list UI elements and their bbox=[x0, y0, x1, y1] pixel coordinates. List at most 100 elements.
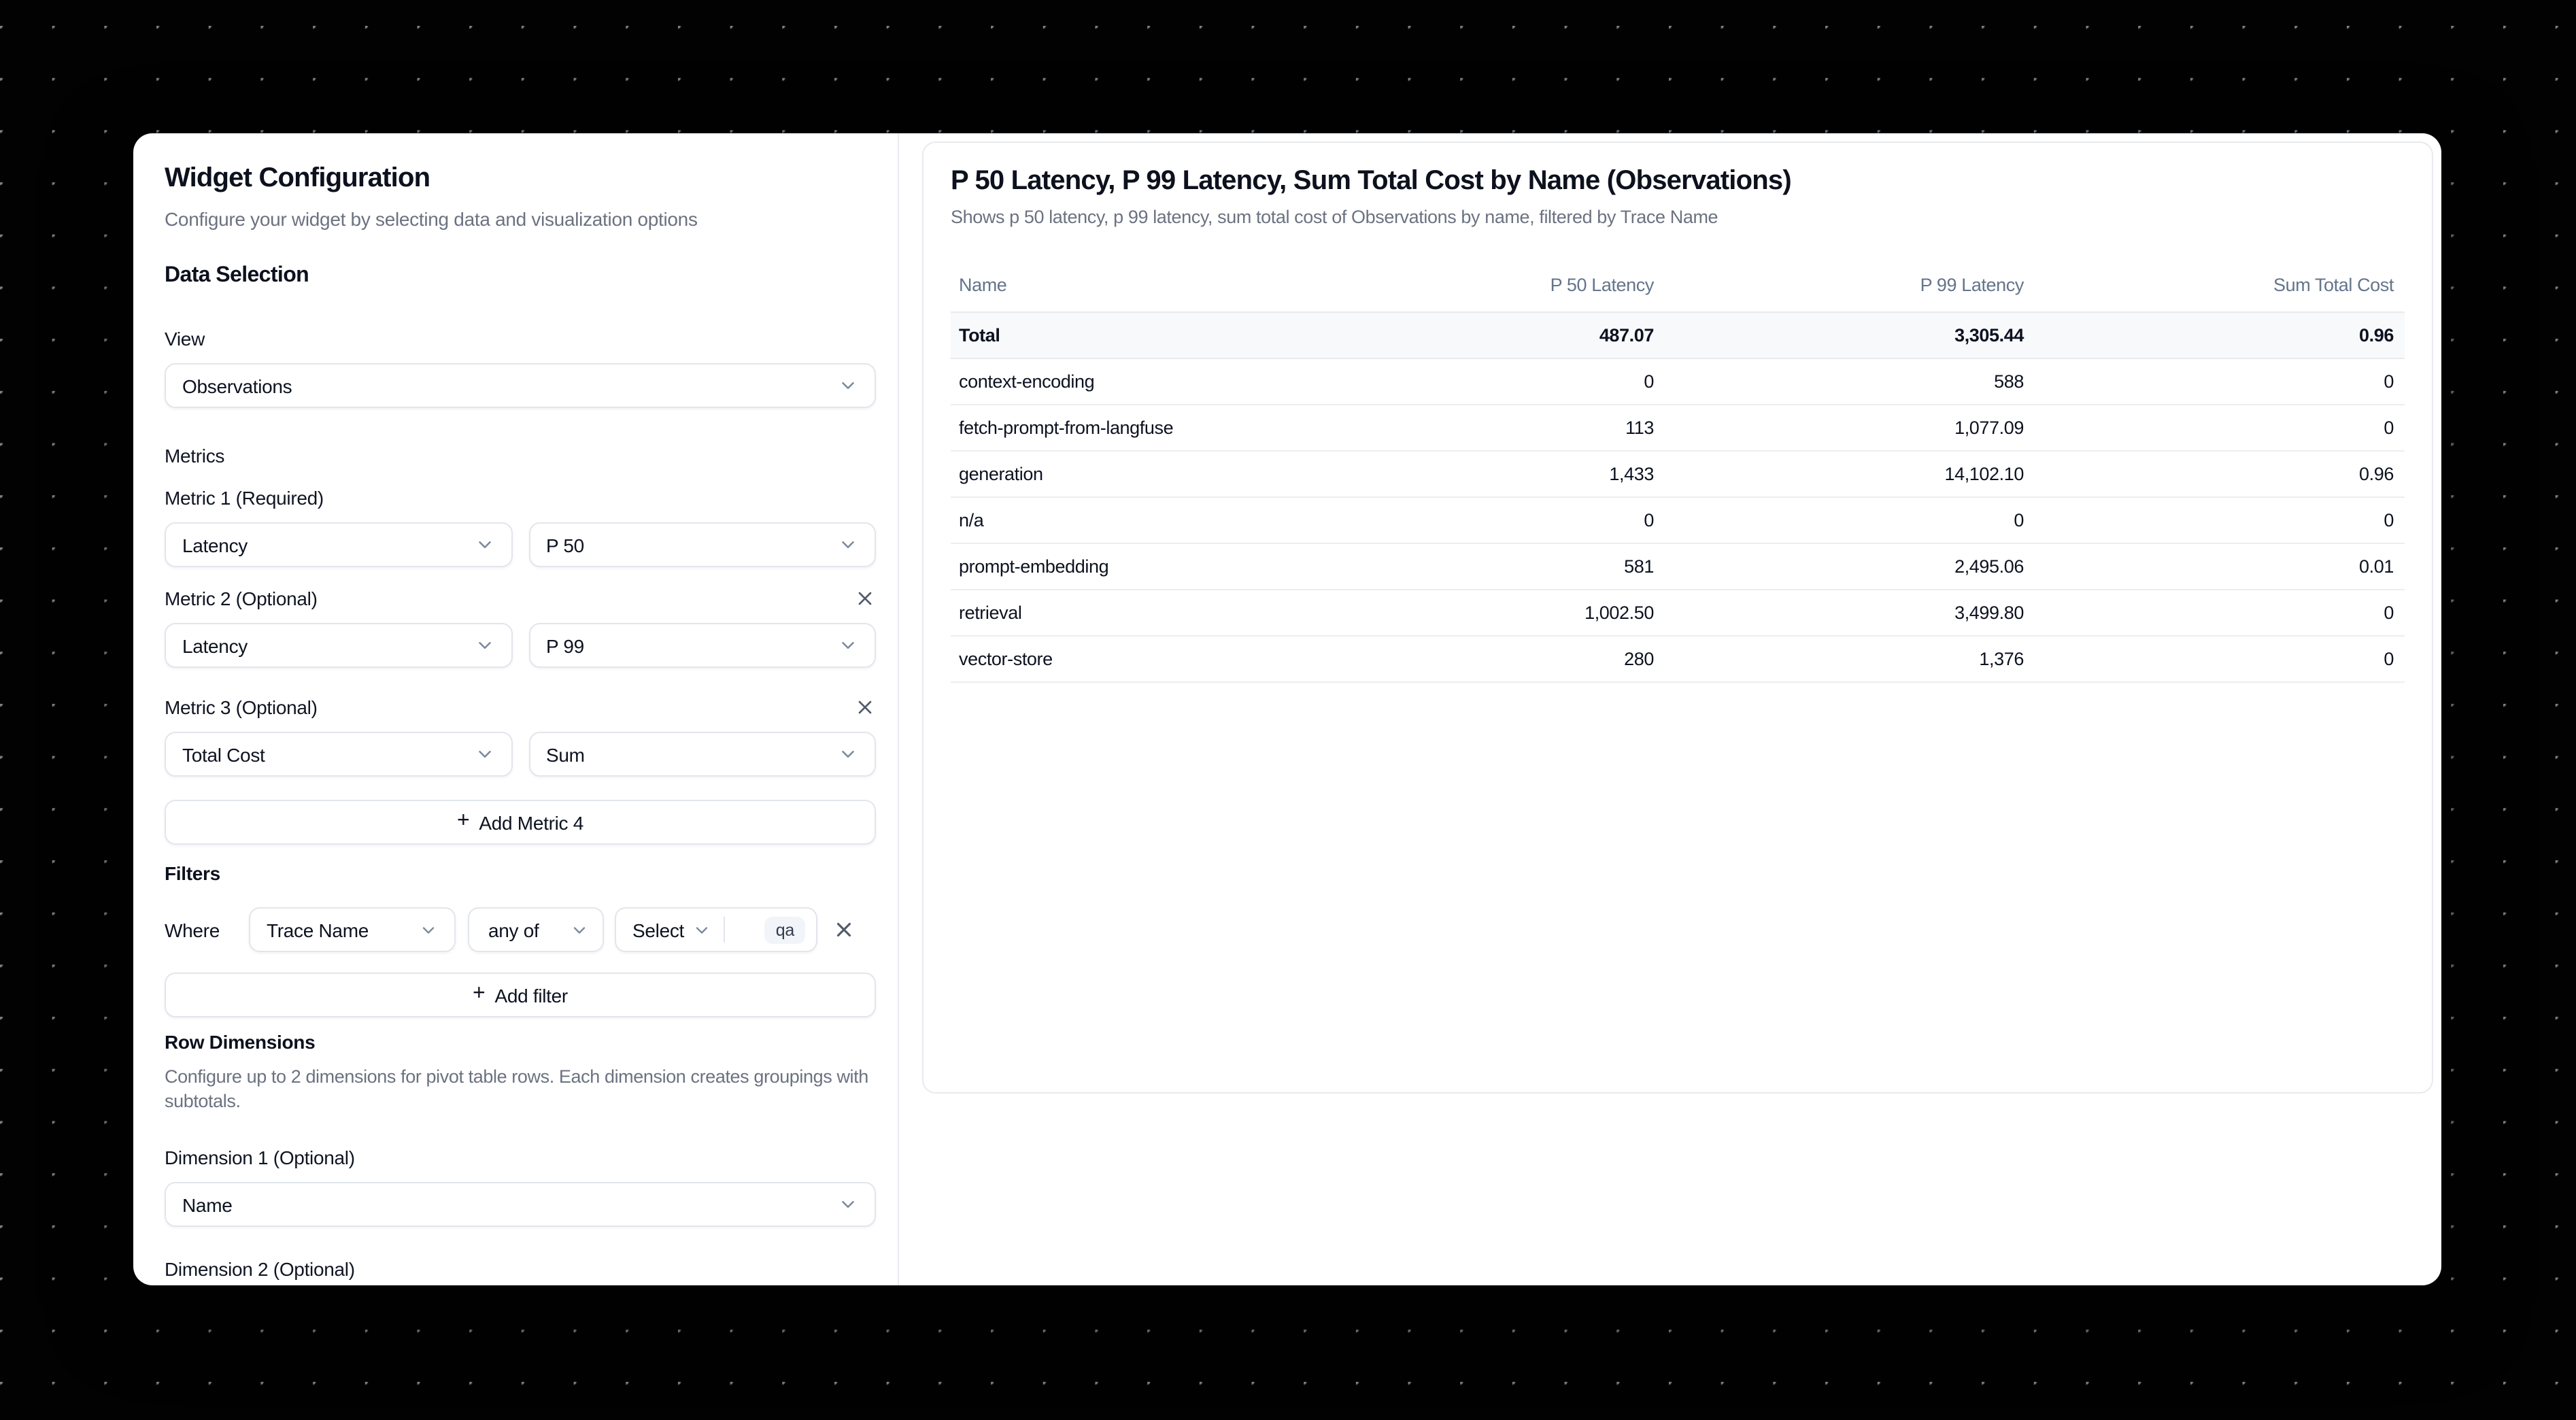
cell-p50: 113 bbox=[1295, 404, 1665, 451]
metric-1-row: Latency P 50 bbox=[165, 522, 876, 567]
cell-p99: 0 bbox=[1665, 496, 2035, 543]
cell-name: prompt-embedding bbox=[951, 543, 1295, 590]
metric-3-measure-value: Total Cost bbox=[182, 743, 265, 765]
column-header-p50-latency: P 50 Latency bbox=[1295, 260, 1665, 312]
chevron-down-icon bbox=[838, 1194, 858, 1215]
table-row: fetch-prompt-from-langfuse 113 1,077.09 … bbox=[951, 404, 2405, 451]
chevron-down-icon bbox=[570, 920, 589, 939]
chevron-down-icon bbox=[692, 920, 711, 939]
add-metric-label: Add Metric 4 bbox=[479, 811, 583, 833]
pivot-table: Name P 50 Latency P 99 Latency Sum Total… bbox=[951, 260, 2405, 682]
column-header-p99-latency: P 99 Latency bbox=[1665, 260, 2035, 312]
dialog-subtitle: Configure your widget by selecting data … bbox=[165, 208, 698, 230]
cell-p99: 14,102.10 bbox=[1665, 450, 2035, 497]
metric-1-aggregation-value: P 50 bbox=[546, 534, 584, 556]
row-dimensions-description: Configure up to 2 dimensions for pivot t… bbox=[165, 1066, 868, 1111]
cell-cost: 0.96 bbox=[2035, 450, 2405, 497]
preview-pane: P 50 Latency, P 99 Latency, Sum Total Co… bbox=[899, 133, 2441, 1285]
metric-2-measure-value: Latency bbox=[182, 635, 248, 656]
plus-icon: + bbox=[473, 982, 486, 1005]
cell-p99: 1,077.09 bbox=[1665, 404, 2035, 451]
remove-filter-x-icon[interactable] bbox=[832, 918, 855, 941]
metric-1-measure-select[interactable]: Latency bbox=[165, 522, 512, 567]
table-row: vector-store 280 1,376 0 bbox=[951, 635, 2405, 682]
chevron-down-icon bbox=[838, 635, 858, 656]
cell-p50: 0 bbox=[1295, 358, 1665, 405]
filter-value-select[interactable]: Select qa bbox=[615, 907, 817, 952]
filter-operator-select[interactable]: any of bbox=[468, 907, 604, 952]
cell-name: retrieval bbox=[951, 589, 1295, 636]
metric-3-row: Total Cost Sum bbox=[165, 732, 876, 777]
divider bbox=[724, 917, 726, 943]
chevron-down-icon bbox=[838, 375, 858, 396]
dimension-2-label: Dimension 2 (Optional) bbox=[165, 1258, 355, 1280]
cell-p99: 2,495.06 bbox=[1665, 543, 2035, 590]
table-row-total: Total 487.07 3,305.44 0.96 bbox=[951, 311, 2405, 358]
view-select[interactable]: Observations bbox=[165, 363, 876, 408]
cell-cost: 0.96 bbox=[2035, 311, 2405, 358]
column-header-sum-total-cost: Sum Total Cost bbox=[2035, 260, 2405, 312]
remove-metric-3-x-icon[interactable] bbox=[854, 696, 876, 718]
cell-name: vector-store bbox=[951, 635, 1295, 682]
cell-p50: 1,002.50 bbox=[1295, 589, 1665, 636]
plus-icon: + bbox=[457, 809, 470, 832]
table-row: context-encoding 0 588 0 bbox=[951, 358, 2405, 405]
chevron-down-icon bbox=[474, 535, 494, 555]
cell-name: fetch-prompt-from-langfuse bbox=[951, 404, 1295, 451]
table-row: generation 1,433 14,102.10 0.96 bbox=[951, 450, 2405, 497]
cell-p99: 1,376 bbox=[1665, 635, 2035, 682]
cell-name: n/a bbox=[951, 496, 1295, 543]
widget-configuration-dialog: Widget Configuration Configure your widg… bbox=[133, 133, 2441, 1285]
dimension-1-label: Dimension 1 (Optional) bbox=[165, 1147, 355, 1168]
cell-cost: 0 bbox=[2035, 404, 2405, 451]
chevron-down-icon bbox=[838, 535, 858, 555]
cell-p50: 581 bbox=[1295, 543, 1665, 590]
filter-value-chip[interactable]: qa bbox=[764, 916, 805, 943]
table-header-row: Name P 50 Latency P 99 Latency Sum Total… bbox=[951, 260, 2405, 312]
cell-p50: 487.07 bbox=[1295, 311, 1665, 358]
preview-subtitle: Shows p 50 latency, p 99 latency, sum to… bbox=[951, 207, 1718, 227]
view-select-value: Observations bbox=[182, 375, 292, 396]
dialog-title: Widget Configuration bbox=[165, 163, 430, 193]
add-metric-button[interactable]: + Add Metric 4 bbox=[165, 800, 876, 845]
preview-card: P 50 Latency, P 99 Latency, Sum Total Co… bbox=[922, 141, 2433, 1094]
filter-value-label: Select bbox=[632, 919, 685, 941]
cell-cost: 0 bbox=[2035, 496, 2405, 543]
metric-2-aggregation-select[interactable]: P 99 bbox=[528, 623, 876, 668]
filter-row: Where Trace Name any of Select bbox=[165, 907, 876, 952]
metric-3-measure-select[interactable]: Total Cost bbox=[165, 732, 512, 777]
cell-p50: 280 bbox=[1295, 635, 1665, 682]
metric-1-label: Metric 1 (Required) bbox=[165, 487, 324, 509]
add-filter-label: Add filter bbox=[494, 984, 568, 1006]
metric-3-label: Metric 3 (Optional) bbox=[165, 696, 318, 718]
cell-name: Total bbox=[951, 311, 1295, 358]
remove-metric-2-x-icon[interactable] bbox=[854, 588, 876, 609]
table-row: n/a 0 0 0 bbox=[951, 496, 2405, 543]
metric-3-aggregation-value: Sum bbox=[546, 743, 585, 765]
metrics-heading: Metrics bbox=[165, 445, 225, 467]
cell-cost: 0 bbox=[2035, 635, 2405, 682]
column-header-name: Name bbox=[951, 260, 1295, 312]
metric-3-aggregation-select[interactable]: Sum bbox=[528, 732, 876, 777]
data-selection-heading: Data Selection bbox=[165, 264, 309, 287]
filter-operator-value: any of bbox=[488, 919, 539, 941]
cell-cost: 0 bbox=[2035, 358, 2405, 405]
cell-p99: 3,305.44 bbox=[1665, 311, 2035, 358]
cell-cost: 0 bbox=[2035, 589, 2405, 636]
metric-2-measure-select[interactable]: Latency bbox=[165, 623, 512, 668]
cell-p50: 1,433 bbox=[1295, 450, 1665, 497]
add-filter-button[interactable]: + Add filter bbox=[165, 973, 876, 1017]
metric-1-aggregation-select[interactable]: P 50 bbox=[528, 522, 876, 567]
row-dimensions-heading: Row Dimensions bbox=[165, 1031, 316, 1053]
dimension-1-select[interactable]: Name bbox=[165, 1182, 876, 1227]
dimension-1-value: Name bbox=[182, 1194, 233, 1215]
cell-p99: 588 bbox=[1665, 358, 2035, 405]
metric-1-measure-value: Latency bbox=[182, 534, 248, 556]
filter-column-value: Trace Name bbox=[267, 919, 369, 941]
filter-column-select[interactable]: Trace Name bbox=[249, 907, 456, 952]
preview-title: P 50 Latency, P 99 Latency, Sum Total Co… bbox=[951, 166, 1792, 196]
chevron-down-icon bbox=[838, 744, 858, 764]
metric-3-label-row: Metric 3 (Optional) bbox=[165, 696, 876, 718]
cell-p99: 3,499.80 bbox=[1665, 589, 2035, 636]
